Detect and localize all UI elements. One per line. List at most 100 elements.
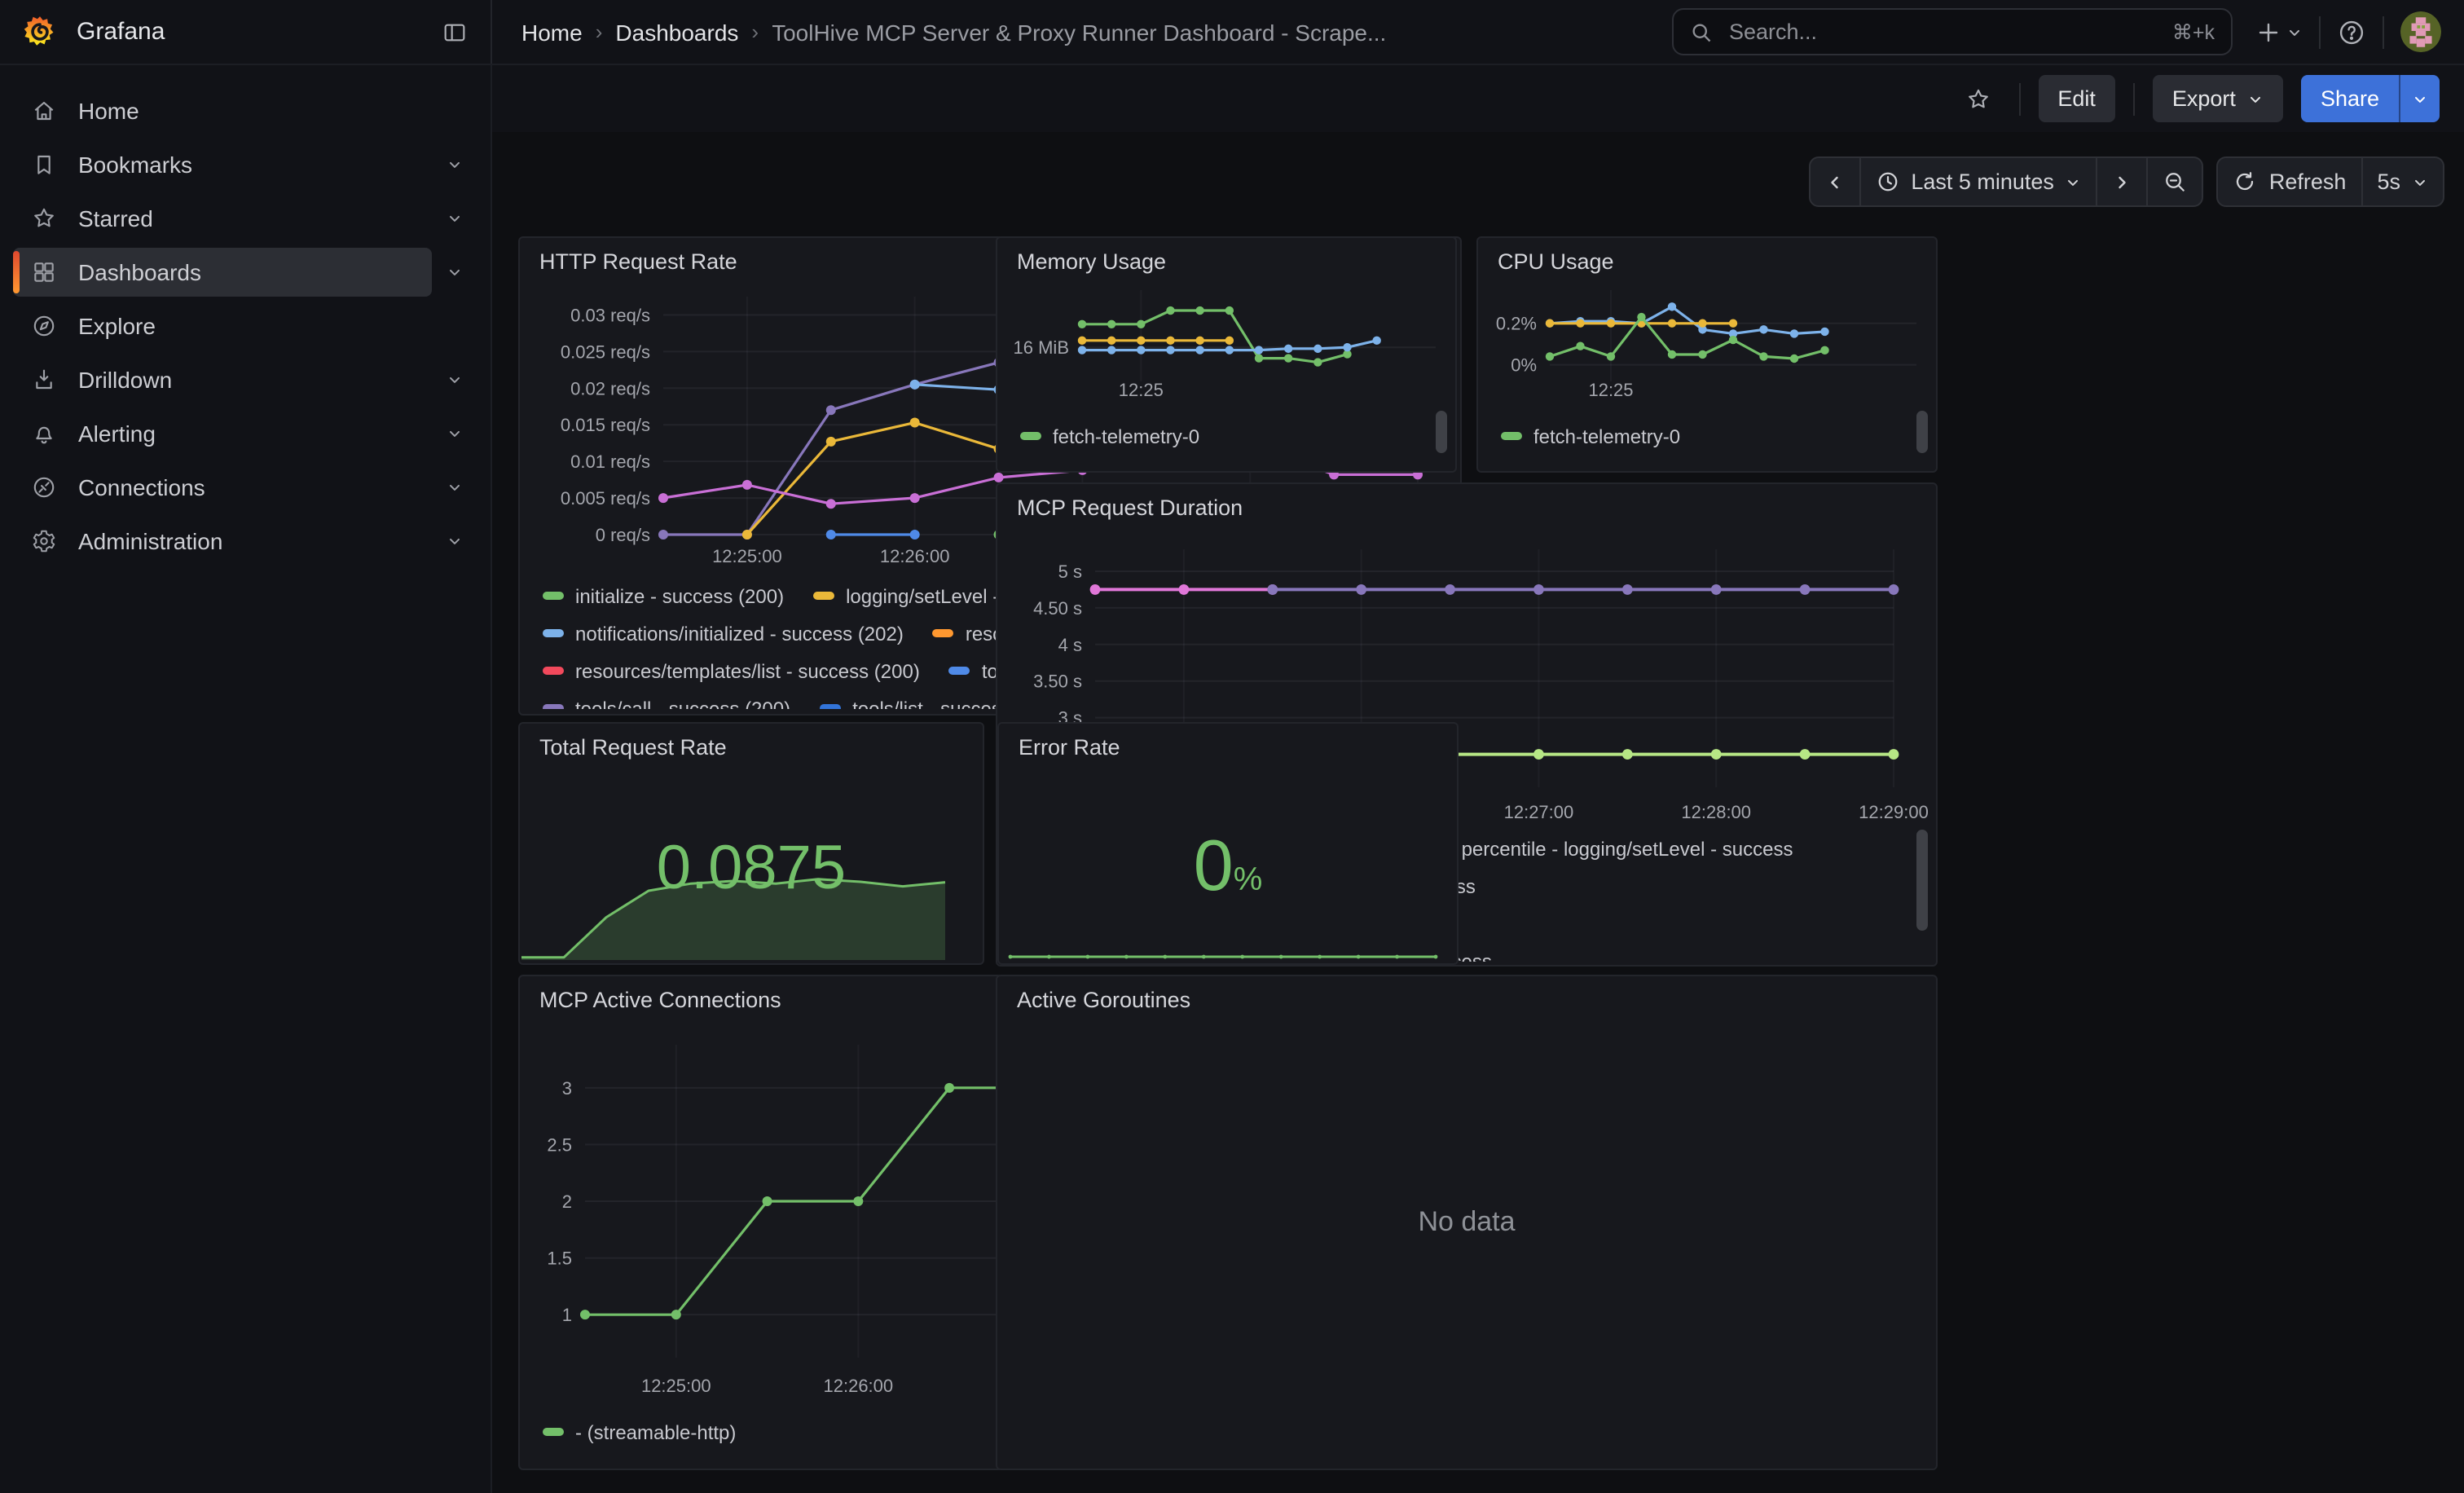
- legend-item[interactable]: fetch-telemetry-0: [1501, 425, 1680, 447]
- panel-title[interactable]: Active Goroutines: [1017, 988, 1190, 1012]
- export-button[interactable]: Export: [2153, 75, 2283, 122]
- share-button-group: Share: [2301, 75, 2440, 122]
- refresh-label: Refresh: [2269, 170, 2347, 194]
- sidebar-item-label: Drilldown: [78, 367, 172, 393]
- search-input[interactable]: [1726, 18, 2159, 46]
- chevron-down-icon[interactable]: [432, 465, 477, 510]
- sidebar-item-label: Explore: [78, 313, 156, 339]
- svg-text:0.015 req/s: 0.015 req/s: [561, 415, 650, 435]
- sidebar-item-administration[interactable]: Administration: [13, 517, 432, 566]
- help-icon[interactable]: [2337, 17, 2366, 46]
- sidebar-row-dashboards: Dashboards: [13, 248, 477, 297]
- chevron-down-icon[interactable]: [432, 196, 477, 241]
- search-box[interactable]: ⌘+k: [1672, 8, 2233, 55]
- new-button[interactable]: [2255, 19, 2303, 45]
- error-rate-sparkline[interactable]: [1001, 906, 1455, 962]
- time-back-button[interactable]: [1808, 156, 1860, 207]
- legend-row: fetch-telemetry-0: [1501, 417, 1897, 455]
- search-icon: [1690, 20, 1713, 43]
- nav-left: Grafana: [0, 0, 492, 64]
- chevron-down-icon: [2412, 174, 2428, 190]
- legend-series-color: [933, 629, 954, 637]
- sidebar-item-connections[interactable]: Connections: [13, 463, 432, 512]
- panel-title[interactable]: CPU Usage: [1498, 249, 1614, 274]
- chevron-left-icon: [1824, 172, 1844, 192]
- sidebar-item-dashboards[interactable]: Dashboards: [13, 248, 432, 297]
- export-button-label: Export: [2172, 86, 2236, 111]
- sidebar-item-explore[interactable]: Explore: [13, 302, 477, 350]
- legend-series-label: fetch-telemetry-0: [1053, 425, 1199, 447]
- time-range-picker[interactable]: Last 5 minutes: [1859, 156, 2098, 207]
- star-dashboard-button[interactable]: [1955, 76, 2000, 121]
- breadcrumb-separator: ›: [596, 20, 603, 44]
- sidebar-item-bookmarks[interactable]: Bookmarks: [13, 140, 432, 189]
- breadcrumb-home[interactable]: Home: [521, 19, 583, 45]
- sidebar-item-home[interactable]: Home: [13, 86, 477, 135]
- svg-text:12:26:00: 12:26:00: [880, 546, 950, 566]
- chevron-down-icon[interactable]: [432, 249, 477, 295]
- sidebar-row-connections: Connections: [13, 463, 477, 512]
- legend-item[interactable]: notifications/initialized - success (202…: [543, 622, 904, 645]
- legend-series-label: resources/templates/list - success (200): [575, 659, 920, 682]
- share-options-button[interactable]: [2399, 75, 2440, 122]
- legend-series-label: fetch-telemetry-0: [1533, 425, 1680, 447]
- svg-text:0.005 req/s: 0.005 req/s: [561, 488, 650, 509]
- cog-icon: [31, 528, 57, 554]
- sidebar-item-label: Dashboards: [78, 259, 201, 285]
- svg-text:12:25: 12:25: [1588, 380, 1633, 400]
- sidebar-item-alerting[interactable]: Alerting: [13, 409, 432, 458]
- panel-title[interactable]: HTTP Request Rate: [539, 249, 737, 274]
- time-forward-button[interactable]: [2097, 156, 2149, 207]
- panel-active-goroutines: Active Goroutines No data: [996, 975, 1938, 1470]
- time-controls: Last 5 minutes Refresh 5s: [1808, 156, 2444, 207]
- sidebar-toggle-icon[interactable]: [442, 19, 468, 45]
- panel-title[interactable]: MCP Request Duration: [1017, 495, 1243, 520]
- memory-usage-chart[interactable]: 16 MiB12:25: [1007, 280, 1449, 404]
- chevron-right-icon: [2113, 172, 2132, 192]
- edit-button[interactable]: Edit: [2038, 75, 2115, 122]
- chevron-down-icon: [2412, 90, 2428, 107]
- svg-text:12:27:00: 12:27:00: [1504, 802, 1574, 822]
- star-icon: [31, 205, 57, 231]
- share-button[interactable]: Share: [2301, 75, 2399, 122]
- breadcrumb-dashboards[interactable]: Dashboards: [615, 19, 738, 45]
- legend-item[interactable]: - (streamable-http): [543, 1420, 736, 1443]
- refresh-button[interactable]: Refresh: [2217, 156, 2363, 207]
- legend-series-label: initialize - success (200): [575, 584, 784, 607]
- sidebar-item-label: Starred: [78, 205, 153, 231]
- chevron-down-icon[interactable]: [432, 357, 477, 403]
- chevron-down-icon[interactable]: [432, 411, 477, 456]
- zoom-out-button[interactable]: [2147, 156, 2204, 207]
- legend-item[interactable]: fetch-telemetry-0: [1020, 425, 1199, 447]
- legend-scrollbar[interactable]: [1916, 830, 1928, 931]
- panel-title[interactable]: Memory Usage: [1017, 249, 1166, 274]
- panel-title[interactable]: Error Rate: [1019, 735, 1120, 760]
- sidebar-item-drilldown[interactable]: Drilldown: [13, 355, 432, 404]
- legend-series-color: [543, 704, 564, 709]
- grafana-logo-icon[interactable]: [23, 15, 57, 49]
- avatar[interactable]: [2400, 11, 2441, 52]
- svg-text:0.03 req/s: 0.03 req/s: [570, 305, 650, 325]
- panel-title[interactable]: Total Request Rate: [539, 735, 727, 760]
- cpu-usage-chart[interactable]: 0.2%0%12:25: [1488, 280, 1929, 404]
- svg-text:3: 3: [562, 1078, 572, 1099]
- legend-scrollbar[interactable]: [1916, 411, 1928, 453]
- chevron-down-icon[interactable]: [432, 518, 477, 564]
- legend-item[interactable]: tools/call - success (200): [543, 697, 790, 709]
- search-shortcut: ⌘+k: [2172, 20, 2215, 44]
- refresh-interval-picker[interactable]: 5s: [2361, 156, 2444, 207]
- legend-item[interactable]: resources/templates/list - success (200): [543, 659, 920, 682]
- sidebar-item-starred[interactable]: Starred: [13, 194, 432, 243]
- svg-text:4 s: 4 s: [1058, 635, 1082, 655]
- legend-series-color: [820, 704, 841, 709]
- legend-scrollbar[interactable]: [1436, 411, 1447, 453]
- stat-number: 0.0875: [657, 835, 846, 903]
- legend-item[interactable]: initialize - success (200): [543, 584, 784, 607]
- chevron-down-icon[interactable]: [432, 142, 477, 187]
- bookmark-icon: [31, 152, 57, 178]
- breadcrumb-separator: ›: [751, 20, 759, 44]
- legend-series-color: [949, 667, 970, 675]
- refresh-group: Refresh 5s: [2217, 156, 2444, 207]
- sidebar-row-starred: Starred: [13, 194, 477, 243]
- panel-title[interactable]: MCP Active Connections: [539, 988, 781, 1012]
